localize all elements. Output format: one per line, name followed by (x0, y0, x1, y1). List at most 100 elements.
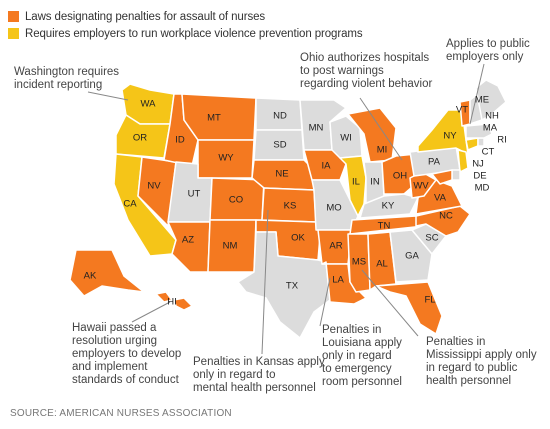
label-MO: MO (326, 203, 341, 214)
label-WA: WA (141, 99, 157, 110)
label-TN: TN (378, 221, 391, 232)
leader-washington (87, 91, 129, 101)
label-NH: NH (485, 111, 499, 122)
label-IA: IA (322, 161, 332, 172)
state-TX (237, 231, 331, 339)
label-CT: CT (482, 147, 495, 158)
state-NM (207, 219, 257, 273)
label-NY: NY (443, 131, 457, 142)
label-OH: OH (393, 171, 407, 182)
label-ID: ID (175, 135, 185, 146)
legend: Laws designating penalties for assault o… (8, 8, 363, 42)
state-MS (347, 233, 371, 293)
label-NM: NM (223, 241, 238, 252)
label-VT: VT (456, 105, 468, 116)
label-OK: OK (291, 233, 305, 244)
label-LA: LA (332, 275, 344, 286)
label-AK: AK (84, 271, 97, 282)
leader-kansas (261, 209, 269, 355)
state-MA (465, 123, 493, 139)
source-credit: SOURCE: AMERICAN NURSES ASSOCIATION (10, 408, 232, 419)
label-OR: OR (133, 133, 147, 144)
note-public-line-1: Applies to public (446, 38, 530, 50)
note-hawaii-line-1: Hawaii passed a (72, 322, 157, 334)
note-washington-line-1: Washington requires (14, 66, 120, 78)
label-PA: PA (428, 157, 441, 168)
note-mississippi-line-1: Penalties in (426, 336, 486, 348)
leader-louisiana (319, 277, 331, 327)
label-CA: CA (123, 199, 137, 210)
legend-item-prevention: Requires employers to run workplace viol… (8, 25, 363, 42)
state-HI (155, 291, 193, 311)
label-MS: MS (352, 257, 366, 268)
leader-ohio (359, 97, 403, 161)
note-mississippi-line-4: health personnel (426, 375, 512, 387)
label-NJ: NJ (472, 159, 484, 170)
label-WY: WY (218, 153, 234, 164)
label-GA: GA (405, 251, 419, 262)
state-NC (415, 205, 471, 237)
label-WV: WV (413, 181, 429, 192)
note-louisiana-line-3: only in regard (322, 350, 392, 362)
state-DE (451, 169, 461, 181)
label-NV: NV (147, 181, 161, 192)
state-AK (69, 249, 145, 297)
label-MA: MA (483, 123, 498, 134)
label-SD: SD (273, 140, 286, 151)
state-CT (465, 137, 479, 151)
label-TX: TX (286, 281, 299, 292)
note-kansas-line-2: only in regard to (193, 369, 276, 381)
note-mississippi-line-2: Mississippi apply only (426, 349, 537, 361)
state-IL (339, 155, 367, 217)
label-IL: IL (352, 177, 360, 188)
label-ND: ND (273, 111, 287, 122)
note-louisiana: Penalties in Louisiana apply only in reg… (322, 324, 402, 389)
label-MD: MD (475, 183, 490, 194)
note-hawaii-line-4: and implement (72, 361, 148, 373)
label-MI: MI (377, 145, 388, 156)
label-NE: NE (275, 169, 288, 180)
leader-public (469, 63, 485, 125)
note-ohio-line-2: to post warnings (300, 65, 384, 77)
state-NJ (457, 149, 469, 173)
note-mississippi: Penalties in Mississippi apply only in r… (426, 336, 537, 388)
note-louisiana-line-2: Louisiana apply (322, 337, 402, 349)
note-hawaii-line-3: employers to develop (72, 348, 182, 360)
label-AR: AR (329, 241, 342, 252)
note-hawaii: Hawaii passed a resolution urging employ… (72, 322, 181, 387)
note-hawaii-line-2: resolution urging (72, 335, 158, 347)
label-AZ: AZ (182, 235, 194, 246)
label-MT: MT (207, 113, 221, 124)
label-VA: VA (434, 193, 447, 204)
note-kansas-line-1: Penalties in Kansas apply (193, 356, 325, 368)
note-ohio: Ohio authorizes hospitals to post warnin… (300, 52, 432, 91)
note-washington: Washington requires incident reporting (14, 66, 119, 92)
label-IN: IN (370, 177, 380, 188)
state-FL (375, 281, 443, 335)
state-ME (475, 79, 507, 121)
label-MN: MN (309, 123, 324, 134)
note-public-line-2: employers only (446, 51, 524, 63)
label-DE: DE (473, 171, 486, 182)
legend-swatch-prevention (8, 28, 19, 39)
note-louisiana-line-1: Penalties in (322, 324, 382, 336)
label-UT: UT (188, 189, 201, 200)
note-washington-line-2: incident reporting (14, 79, 103, 91)
note-louisiana-line-5: room personnel (322, 376, 402, 388)
label-NC: NC (439, 211, 453, 222)
label-KS: KS (284, 201, 297, 212)
note-hawaii-line-5: standards of conduct (72, 374, 179, 386)
note-ohio-line-3: regarding violent behavior (300, 78, 433, 90)
state-AZ (167, 221, 211, 273)
label-RI: RI (497, 135, 507, 146)
note-kansas: Penalties in Kansas apply only in regard… (193, 356, 325, 395)
note-public: Applies to public employers only (446, 38, 530, 64)
label-FL: FL (424, 295, 435, 306)
note-ohio-line-1: Ohio authorizes hospitals (300, 52, 430, 64)
legend-swatch-penalty (8, 11, 19, 22)
legend-label-prevention: Requires employers to run workplace viol… (25, 27, 363, 40)
label-AL: AL (376, 259, 388, 270)
state-MD (431, 169, 453, 185)
state-LA (321, 261, 367, 305)
